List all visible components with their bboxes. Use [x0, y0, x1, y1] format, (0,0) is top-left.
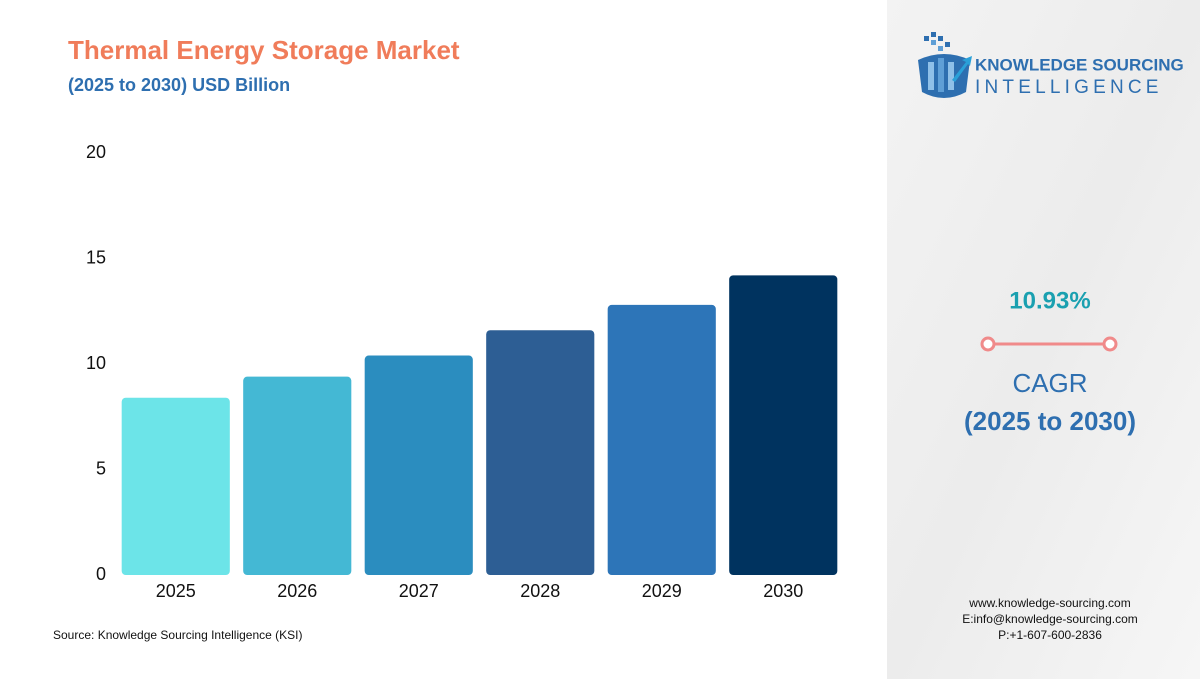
y-tick-label: 10 [86, 353, 106, 373]
x-tick-label: 2027 [399, 581, 439, 601]
contact-email: E:info@knowledge-sourcing.com [962, 612, 1138, 626]
x-tick-label: 2030 [763, 581, 803, 601]
y-tick-label: 5 [96, 458, 106, 478]
chart-subtitle: (2025 to 2030) USD Billion [68, 75, 290, 95]
side-panel [887, 0, 1200, 679]
chart-title: Thermal Energy Storage Market [68, 35, 460, 65]
x-tick-label: 2029 [642, 581, 682, 601]
y-tick-label: 0 [96, 564, 106, 584]
bar [729, 275, 838, 575]
source: Source: Knowledge Sourcing Intelligence … [53, 628, 302, 642]
cagr-label: CAGR [1012, 368, 1087, 398]
contact-web: www.knowledge-sourcing.com [968, 596, 1130, 610]
cagr-value: 10.93% [1009, 287, 1090, 314]
logo-icon [918, 32, 972, 98]
y-tick-label: 20 [86, 142, 106, 162]
bar [364, 355, 473, 575]
bar [486, 330, 595, 575]
contact-phone: P:+1-607-600-2836 [998, 628, 1102, 642]
logo-line1: KNOWLEDGE SOURCING [975, 55, 1184, 74]
x-tick-label: 2028 [520, 581, 560, 601]
x-tick-label: 2026 [277, 581, 317, 601]
y-tick-label: 15 [86, 247, 106, 267]
bar [121, 397, 230, 575]
bar [243, 376, 352, 575]
x-tick-label: 2025 [156, 581, 196, 601]
bar [607, 304, 716, 575]
cagr-divider [980, 336, 1118, 352]
logo-line2: INTELLIGENCE [975, 77, 1163, 98]
cagr-period: (2025 to 2030) [964, 406, 1136, 436]
